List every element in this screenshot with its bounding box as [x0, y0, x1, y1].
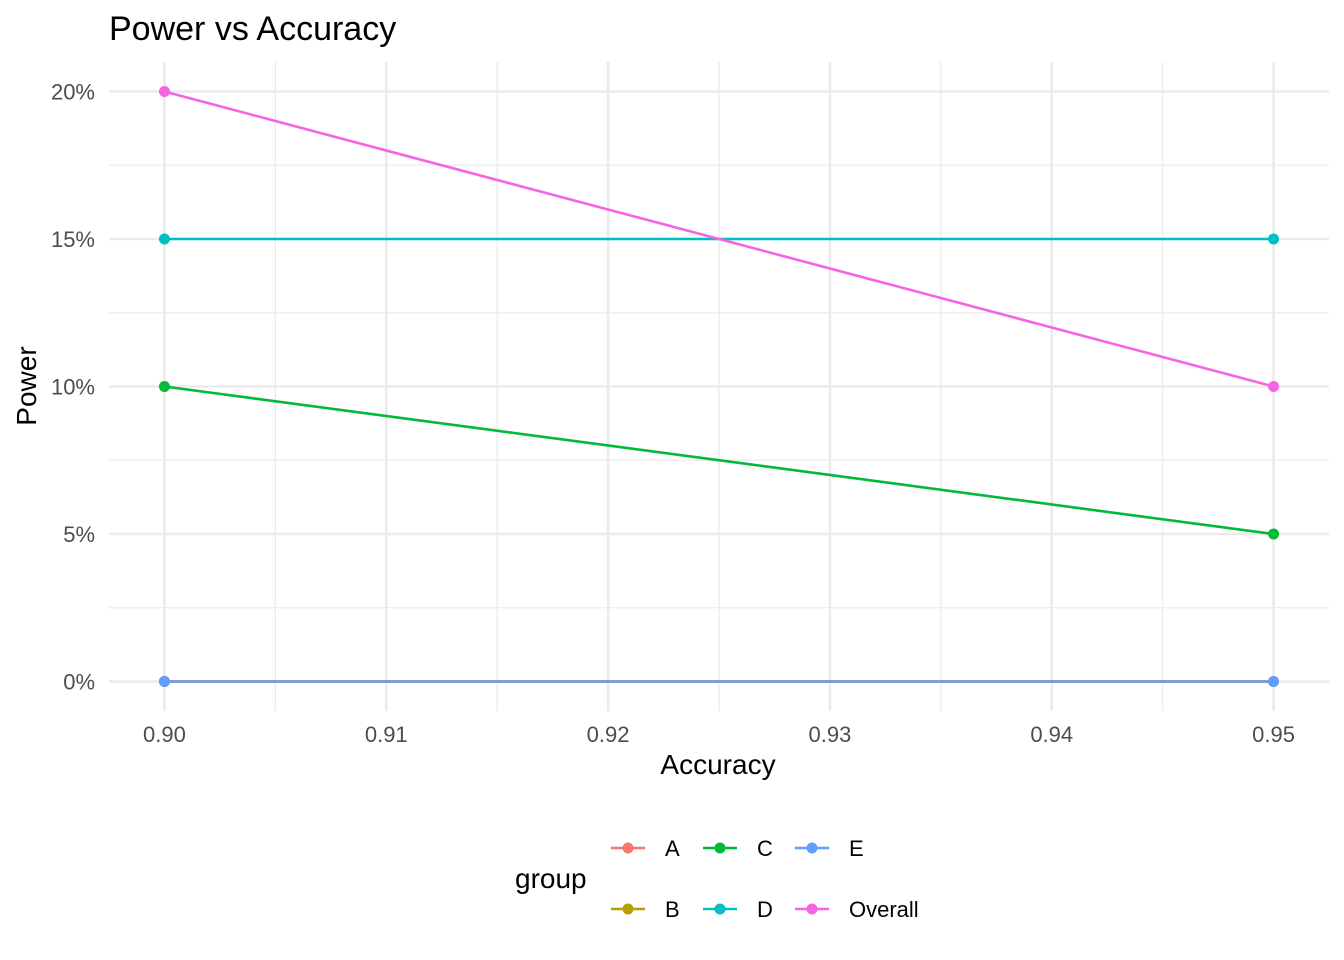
chart-title: Power vs Accuracy — [109, 10, 396, 48]
series-line-overall — [164, 90, 1274, 388]
data-point-c — [1268, 528, 1280, 540]
y-tick-label: 5% — [63, 522, 95, 547]
y-tick-label: 15% — [51, 227, 95, 252]
y-axis-ticks: 0% 5% 10% 15% 20% — [51, 80, 95, 695]
x-tick-label: 0.94 — [1030, 722, 1073, 747]
x-axis-title: Accuracy — [660, 749, 775, 780]
legend-label-overall: Overall — [849, 897, 919, 922]
data-point-overall — [158, 86, 170, 97]
legend-key-point-d — [714, 903, 726, 915]
x-tick-label: 0.92 — [587, 722, 630, 747]
data-point-d — [158, 233, 170, 245]
x-tick-label: 0.93 — [808, 722, 851, 747]
x-tick-label: 0.95 — [1252, 722, 1295, 747]
y-tick-label: 20% — [51, 80, 95, 105]
y-axis-title: Power — [11, 346, 42, 425]
data-point-d — [1268, 233, 1280, 245]
plot-grid — [109, 62, 1329, 711]
x-tick-label: 0.90 — [143, 722, 186, 747]
data-point-overall — [1268, 381, 1280, 392]
y-tick-label: 10% — [51, 375, 95, 400]
x-tick-label: 0.91 — [365, 722, 408, 747]
y-tick-label: 0% — [63, 670, 95, 695]
series-line-c — [164, 385, 1274, 536]
data-point-e — [1268, 676, 1280, 687]
legend: group A B C D E Overall — [515, 836, 919, 922]
data-point-c — [158, 381, 170, 392]
legend-title: group — [515, 863, 587, 894]
legend-label-a: A — [665, 836, 680, 861]
legend-key-point-c — [714, 842, 726, 854]
x-axis-ticks: 0.90 0.91 0.92 0.93 0.94 0.95 — [143, 722, 1295, 747]
legend-label-b: B — [665, 897, 680, 922]
legend-label-c: C — [757, 836, 773, 861]
legend-key-point-b — [622, 903, 634, 915]
legend-label-e: E — [849, 836, 864, 861]
series-group — [158, 86, 1280, 687]
legend-key-point-a — [622, 842, 634, 854]
legend-label-d: D — [757, 897, 773, 922]
legend-key-point-e — [806, 842, 818, 854]
legend-key-point-overall — [806, 903, 818, 915]
data-point-e — [158, 676, 170, 687]
